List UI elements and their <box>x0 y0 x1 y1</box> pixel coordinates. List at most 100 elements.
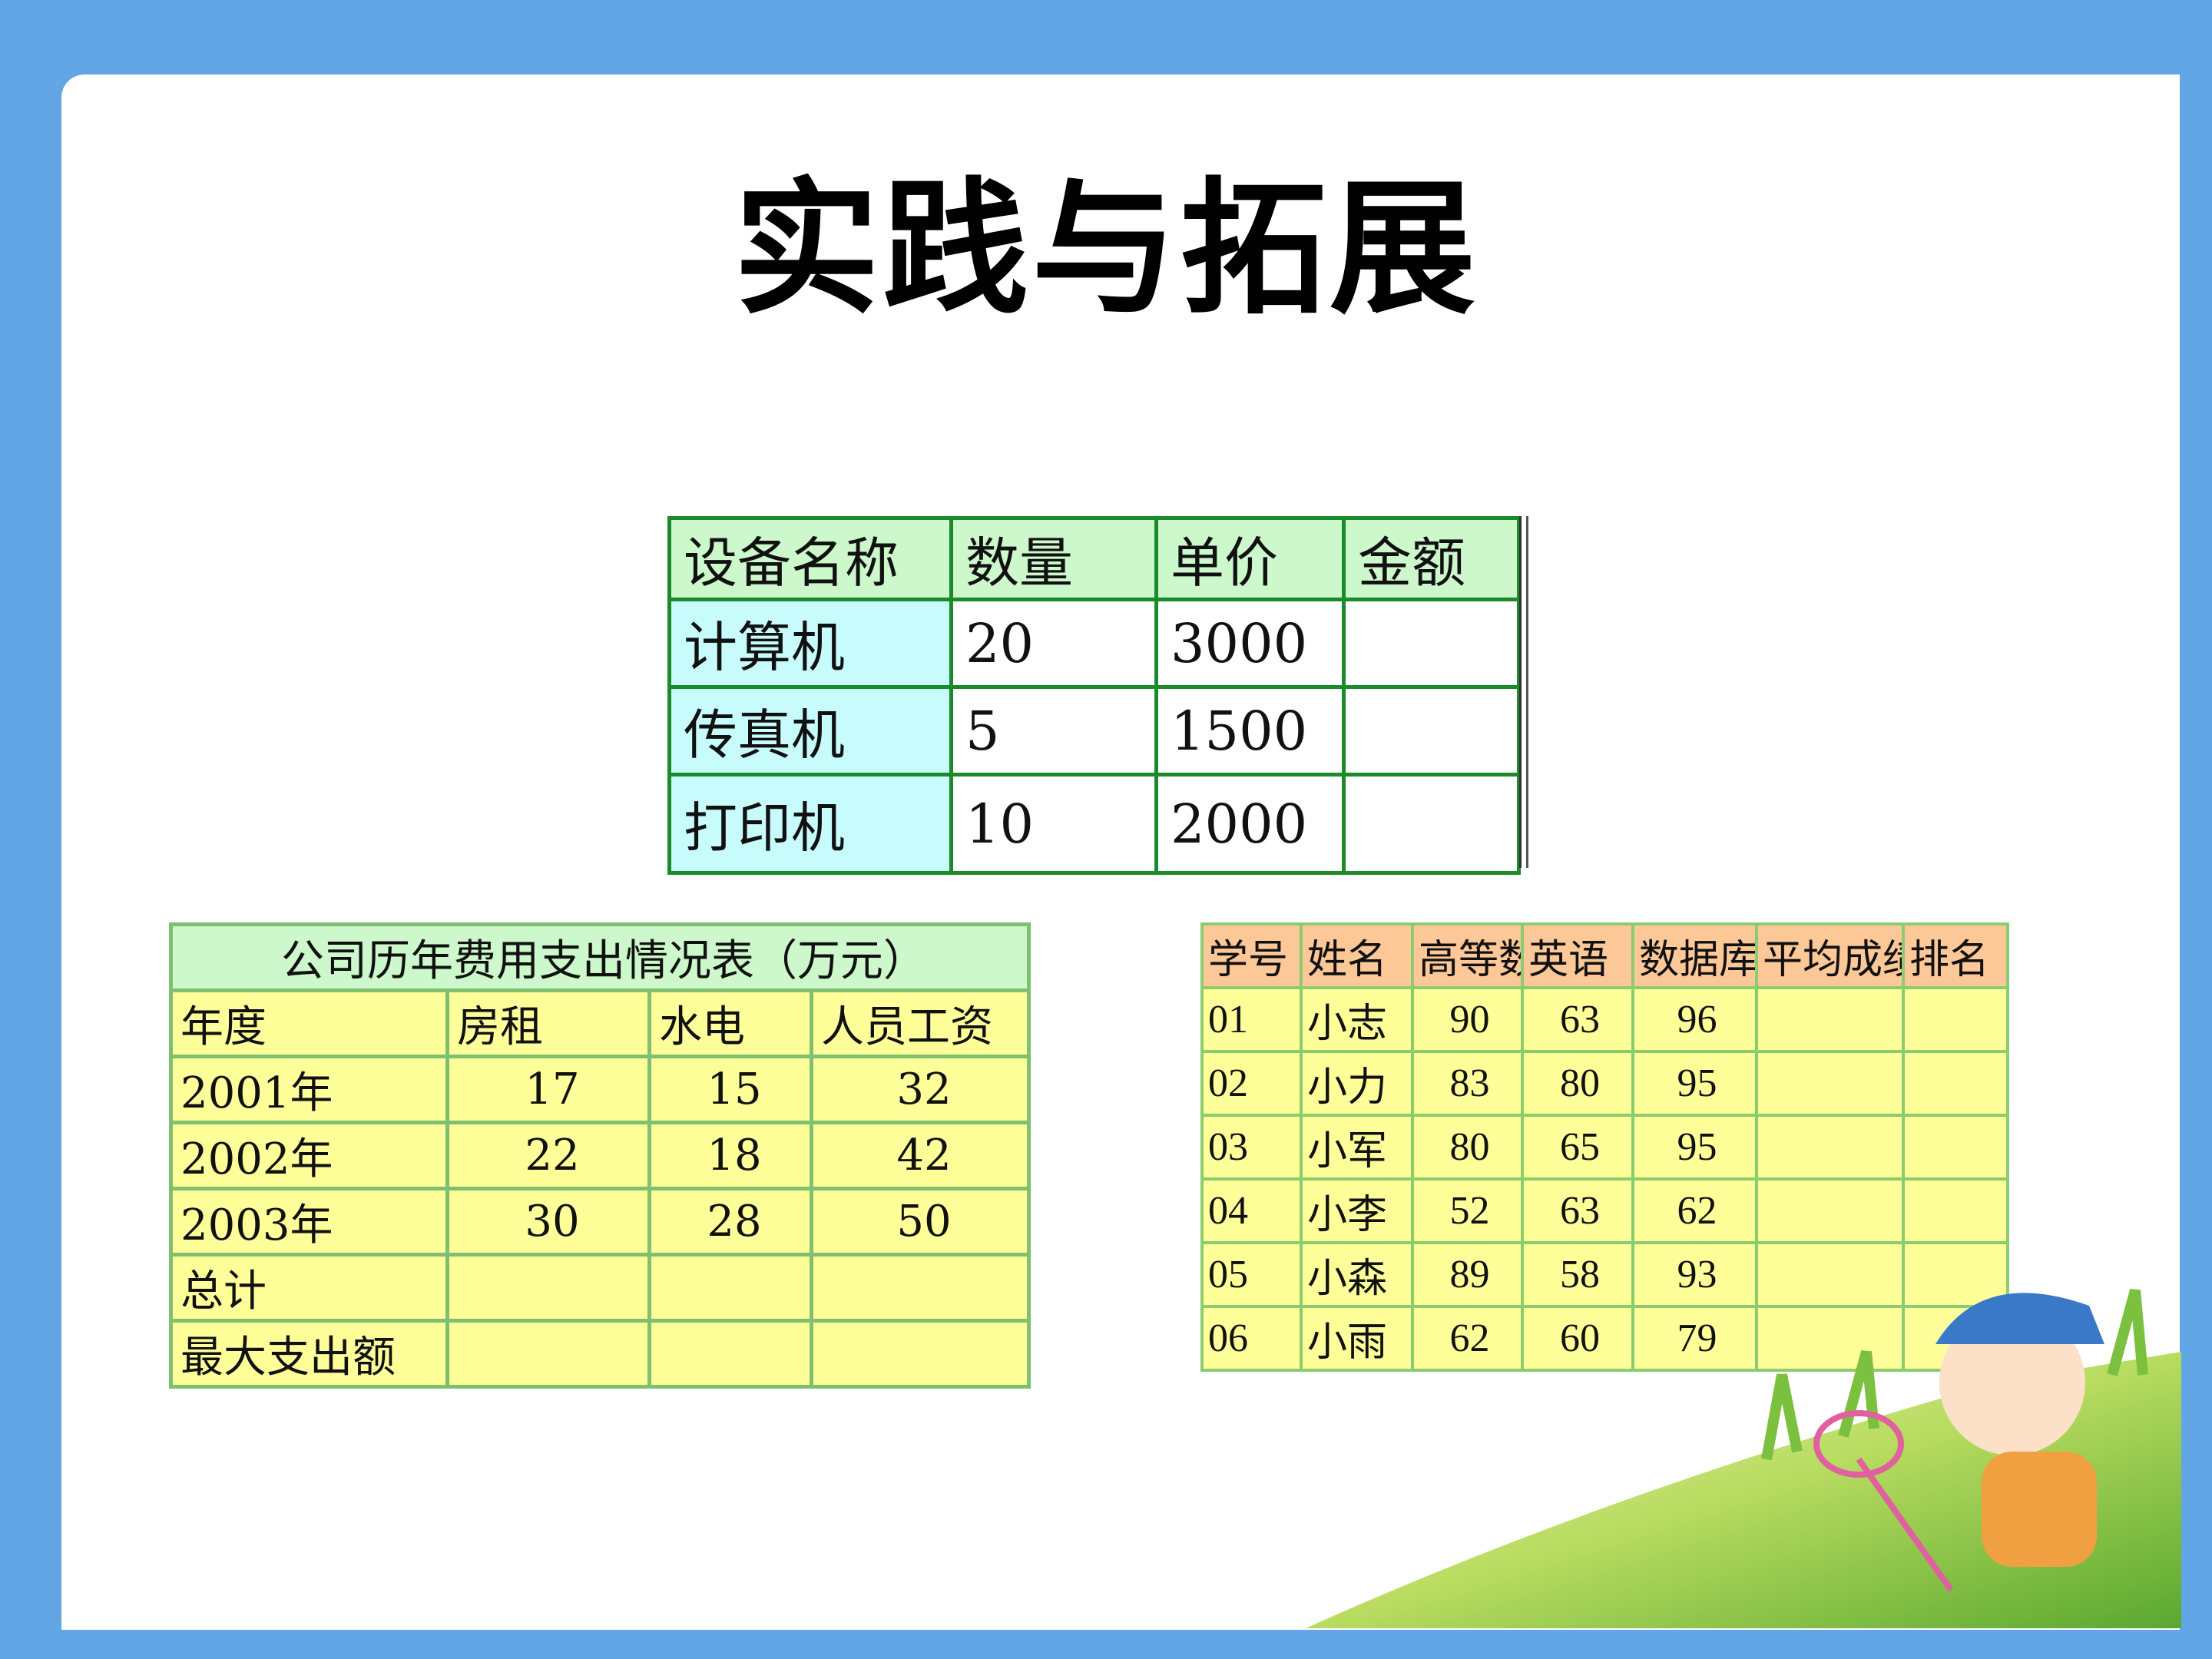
table-row: 计算机 20 3000 <box>667 598 1521 689</box>
cell: 65 <box>1521 1114 1634 1181</box>
cell <box>1342 685 1521 777</box>
table-header-row: 设备名称 数量 单价 金额 <box>667 516 1521 601</box>
cell <box>1902 986 2009 1053</box>
cell: 32 <box>810 1055 1031 1124</box>
cell: 62 <box>1631 1177 1758 1244</box>
cell: 89 <box>1411 1241 1524 1308</box>
cell: 62 <box>1411 1305 1524 1372</box>
table-row: 02 小力 83 80 95 <box>1200 1050 2009 1117</box>
grass-blades <box>1761 1289 2148 1461</box>
cell: 打印机 <box>667 773 953 875</box>
cell: 5 <box>949 685 1158 777</box>
cell: 总计 <box>169 1253 449 1323</box>
header-cell: 金额 <box>1342 516 1521 601</box>
cell: 小军 <box>1300 1114 1414 1181</box>
cell <box>1755 1305 1905 1372</box>
cell: 小力 <box>1300 1050 1414 1117</box>
table-row: 03 小军 80 65 95 <box>1200 1114 2009 1181</box>
cell: 20 <box>949 598 1158 689</box>
cell: 2000 <box>1154 773 1346 875</box>
cell: 小志 <box>1300 986 1414 1053</box>
table-row: 2002年 22 18 42 <box>169 1121 1031 1190</box>
cell: 15 <box>647 1055 813 1124</box>
table-header-row: 学号 姓名 高等数 英语 数据库抖 平均成绩 排名 <box>1200 922 2009 989</box>
header-cell: 英语 <box>1521 922 1634 989</box>
child-body <box>1982 1452 2097 1567</box>
cell <box>1755 1241 1905 1308</box>
cell <box>1902 1114 2009 1181</box>
cell: 63 <box>1521 1177 1634 1244</box>
cell <box>810 1319 1031 1389</box>
cell: 42 <box>810 1121 1031 1190</box>
header-cell: 高等数 <box>1411 922 1524 989</box>
table-row: 总计 <box>169 1253 1031 1323</box>
table-row: 传真机 5 1500 <box>667 685 1521 777</box>
header-cell: 数量 <box>949 516 1158 601</box>
child-head <box>1939 1310 2085 1455</box>
slide-title: 实践与拓展 <box>733 164 1479 334</box>
cell: 03 <box>1200 1114 1303 1181</box>
cell <box>647 1253 813 1323</box>
cell: 63 <box>1521 986 1634 1053</box>
hat <box>1936 1293 2104 1344</box>
cell: 96 <box>1631 986 1758 1053</box>
cell: 04 <box>1200 1177 1303 1244</box>
table-row: 最大支出额 <box>169 1319 1031 1389</box>
cell: 52 <box>1411 1177 1524 1244</box>
cell <box>1342 773 1521 875</box>
expense-table: 公司历年费用支出情况表（万元） 年度 房租 水电 人员工资 2001年 17 15 3… <box>169 922 1031 1389</box>
cell: 22 <box>445 1121 651 1190</box>
cell: 06 <box>1200 1305 1303 1372</box>
cell: 最大支出额 <box>169 1319 449 1389</box>
table-caption: 公司历年费用支出情况表（万元） <box>169 922 1031 992</box>
cell: 05 <box>1200 1241 1303 1308</box>
cell: 1500 <box>1154 685 1346 777</box>
cell: 28 <box>647 1187 813 1257</box>
racket-head <box>1813 1410 1904 1478</box>
table-row: 05 小森 89 58 93 <box>1200 1241 2009 1308</box>
cell: 95 <box>1631 1114 1758 1181</box>
grade-table: 学号 姓名 高等数 英语 数据库抖 平均成绩 排名 01小志90639602小力… <box>1200 922 2009 1372</box>
cell <box>1755 986 1905 1053</box>
header-cell: 排名 <box>1902 922 2009 989</box>
header-cell: 平均成绩 <box>1755 922 1905 989</box>
cell <box>1342 598 1521 689</box>
cell: 小雨 <box>1300 1305 1414 1372</box>
cell: 2002年 <box>169 1121 449 1190</box>
header-cell: 学号 <box>1200 922 1303 989</box>
cell: 80 <box>1411 1114 1524 1181</box>
cell: 01 <box>1200 986 1303 1053</box>
header-cell: 房租 <box>445 988 651 1058</box>
cell: 传真机 <box>667 685 953 777</box>
cell: 小森 <box>1300 1241 1414 1308</box>
cell <box>810 1253 1031 1323</box>
table-header-row: 年度 房租 水电 人员工资 <box>169 988 1031 1058</box>
table-row: 06 小雨 62 60 79 <box>1200 1305 2009 1372</box>
cell <box>1755 1114 1905 1181</box>
cell: 17 <box>445 1055 651 1124</box>
cell: 90 <box>1411 986 1524 1053</box>
equipment-table: 设备名称 数量 单价 金额 计算机 20 3000 传真机 5 1500 打印机… <box>667 516 1521 875</box>
table-row: 2001年 17 15 32 <box>169 1055 1031 1124</box>
cell: 60 <box>1521 1305 1634 1372</box>
cell: 93 <box>1631 1241 1758 1308</box>
cell: 3000 <box>1154 598 1346 689</box>
cell <box>1755 1050 1905 1117</box>
table-row: 打印机 10 2000 <box>667 773 1521 875</box>
table-caption-row: 公司历年费用支出情况表（万元） <box>169 922 1031 992</box>
cell: 10 <box>949 773 1158 875</box>
header-cell: 水电 <box>647 988 813 1058</box>
cell: 58 <box>1521 1241 1634 1308</box>
cell: 2003年 <box>169 1187 449 1257</box>
child-illustration <box>1306 1289 2181 1628</box>
cell: 95 <box>1631 1050 1758 1117</box>
cell: 50 <box>810 1187 1031 1257</box>
header-cell: 设备名称 <box>667 516 953 601</box>
cell <box>1902 1050 2009 1117</box>
header-cell: 姓名 <box>1300 922 1414 989</box>
header-cell: 人员工资 <box>810 988 1031 1058</box>
cell: 30 <box>445 1187 651 1257</box>
cell <box>445 1319 651 1389</box>
racket-handle <box>1856 1457 1954 1592</box>
header-cell: 单价 <box>1154 516 1346 601</box>
